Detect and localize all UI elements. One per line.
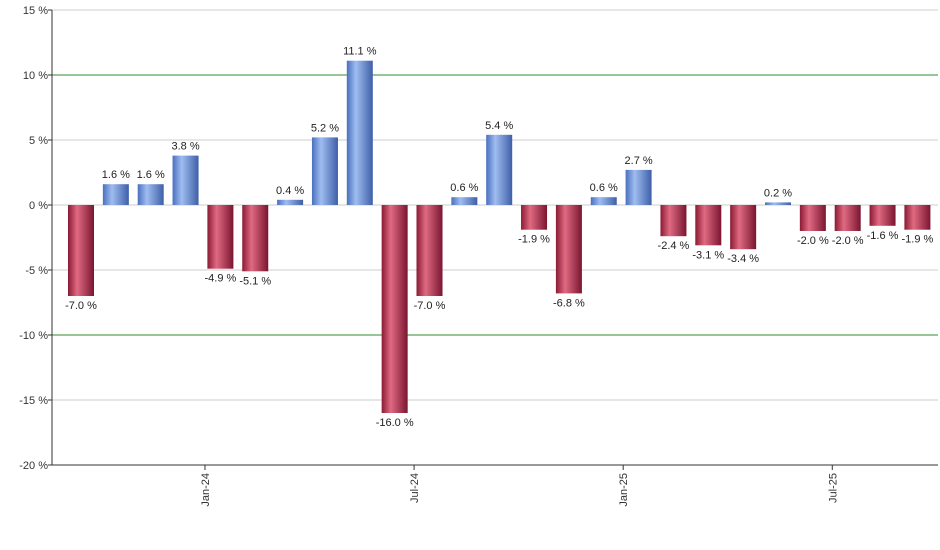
bar xyxy=(277,199,304,205)
bar xyxy=(311,137,338,205)
y-tick-label: -20 % xyxy=(19,460,48,472)
x-tick-label: Jan-25 xyxy=(618,473,630,507)
bar xyxy=(521,205,548,230)
data-label: 5.2 % xyxy=(311,122,339,134)
axes-layer: 15 % 10 % 5 % 0 % -5 % -10 % -15 % -20 % Jan-24 J… xyxy=(19,5,938,507)
y-tick-label: -5 % xyxy=(25,265,48,277)
bar xyxy=(834,205,861,231)
bar xyxy=(68,205,94,296)
data-label: -5.1 % xyxy=(239,275,271,287)
data-label: 0.6 % xyxy=(450,182,478,194)
bar xyxy=(765,202,791,205)
data-label: -7.0 % xyxy=(414,300,446,312)
data-label: -3.1 % xyxy=(692,249,724,261)
y-tick-label: 10 % xyxy=(23,70,48,82)
bar xyxy=(486,134,513,205)
y-tick-label: 15 % xyxy=(23,5,48,17)
data-label: -1.6 % xyxy=(867,230,899,242)
x-tick-label: Jul-24 xyxy=(409,473,421,503)
data-label: -7.0 % xyxy=(65,300,97,312)
data-label: -4.9 % xyxy=(205,273,237,285)
y-tick-label: 0 % xyxy=(29,200,48,212)
data-label: -3.4 % xyxy=(727,253,759,265)
bar xyxy=(799,205,826,231)
y-tick-label: -15 % xyxy=(19,395,48,407)
data-label: -2.0 % xyxy=(797,235,829,247)
bars-layer xyxy=(68,60,931,413)
data-label: -2.4 % xyxy=(658,240,690,252)
bar xyxy=(102,184,129,205)
data-label: -6.8 % xyxy=(553,297,585,309)
labels-layer: -7.0 % 1.6 % 1.6 % 3.8 % -4.9 % -5.1 % 0.4 % 5.… xyxy=(65,46,933,429)
bar xyxy=(660,205,687,237)
data-label: 5.4 % xyxy=(485,120,513,132)
bar xyxy=(451,197,478,205)
data-label: -1.9 % xyxy=(902,234,934,246)
data-label: 1.6 % xyxy=(137,169,165,181)
bar xyxy=(695,205,722,246)
data-label: -1.9 % xyxy=(518,234,550,246)
data-label: -16.0 % xyxy=(376,417,414,429)
data-label: -2.0 % xyxy=(832,235,864,247)
data-label: 11.1 % xyxy=(343,46,377,58)
bar xyxy=(625,169,652,205)
data-label: 0.2 % xyxy=(764,187,792,199)
data-label: 1.6 % xyxy=(102,169,130,181)
bar xyxy=(172,155,199,205)
bar xyxy=(346,60,373,206)
bar xyxy=(869,205,896,226)
bar xyxy=(242,205,269,272)
data-label: 0.4 % xyxy=(276,185,304,197)
bar xyxy=(416,205,443,296)
x-tick-label: Jul-25 xyxy=(827,473,839,503)
y-tick-label: 5 % xyxy=(29,135,48,147)
y-tick-label: -10 % xyxy=(19,330,48,342)
bar xyxy=(207,205,234,269)
x-tick-label: Jan-24 xyxy=(200,473,212,507)
bar xyxy=(137,184,164,205)
bar xyxy=(730,205,757,250)
bar xyxy=(555,205,582,294)
bar xyxy=(590,197,617,205)
bar xyxy=(904,205,931,230)
bar xyxy=(381,205,408,413)
data-label: 2.7 % xyxy=(625,155,653,167)
data-label: 3.8 % xyxy=(171,141,199,153)
data-label: 0.6 % xyxy=(590,182,618,194)
